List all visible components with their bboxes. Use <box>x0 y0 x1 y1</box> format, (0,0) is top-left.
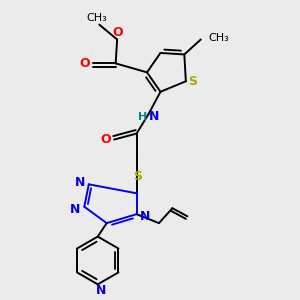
Text: O: O <box>112 26 123 39</box>
Text: N: N <box>95 284 106 297</box>
Text: N: N <box>140 210 151 223</box>
Text: N: N <box>70 202 80 216</box>
Text: O: O <box>80 57 90 70</box>
Text: N: N <box>149 110 159 123</box>
Text: H: H <box>138 112 147 122</box>
Text: CH₃: CH₃ <box>208 33 229 43</box>
Text: S: S <box>133 170 142 183</box>
Text: O: O <box>100 133 111 146</box>
Text: CH₃: CH₃ <box>86 13 106 23</box>
Text: N: N <box>75 176 85 189</box>
Text: S: S <box>188 75 197 88</box>
